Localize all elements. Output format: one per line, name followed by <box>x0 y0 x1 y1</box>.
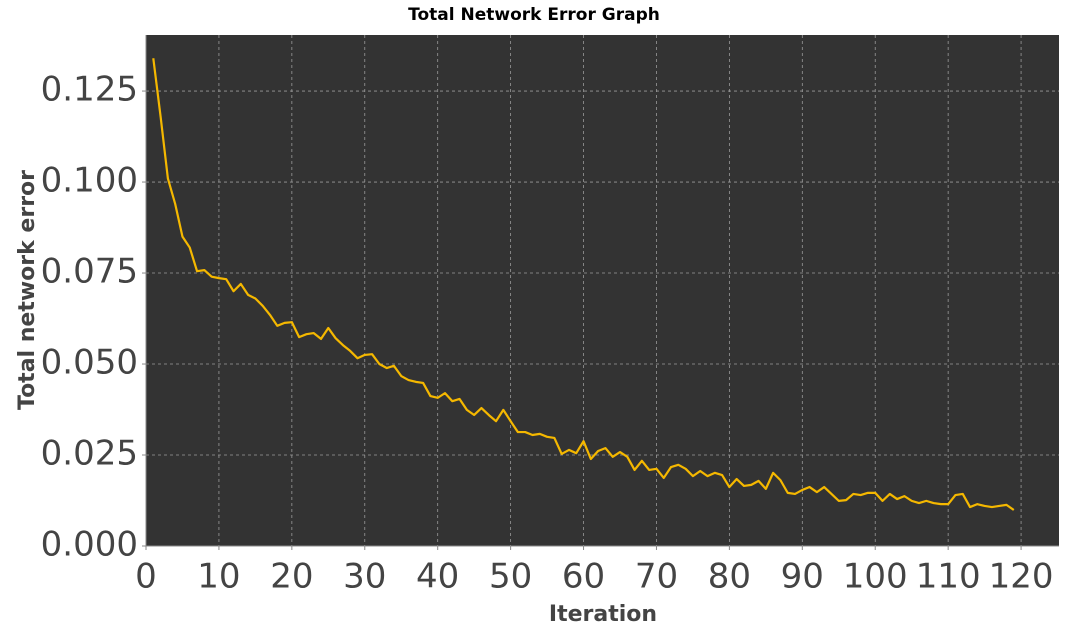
x-tick-label: 20 <box>270 557 313 597</box>
y-tick-label: 0.000 <box>41 525 138 565</box>
x-tick-label: 70 <box>635 557 678 597</box>
y-tick-label: 0.025 <box>41 434 138 474</box>
y-tick-label: 0.100 <box>41 161 138 201</box>
chart-title: Total Network Error Graph <box>408 5 660 25</box>
x-tick-label: 60 <box>562 557 605 597</box>
x-tick-label: 120 <box>989 557 1054 597</box>
x-tick-label: 100 <box>843 557 908 597</box>
x-tick-label: 10 <box>197 557 240 597</box>
x-tick-label: 110 <box>916 557 981 597</box>
x-tick-label: 0 <box>135 557 157 597</box>
y-tick-label: 0.075 <box>41 252 138 292</box>
x-axis-label: Iteration <box>549 602 657 627</box>
x-tick-label: 90 <box>781 557 824 597</box>
x-tick-label: 30 <box>343 557 386 597</box>
y-tick-label: 0.050 <box>41 343 138 383</box>
x-tick-label: 40 <box>416 557 459 597</box>
data-line <box>152 58 1015 511</box>
y-tick-label: 0.125 <box>41 70 138 110</box>
x-tick-label: 50 <box>489 557 532 597</box>
y-axis-label: Total network error <box>15 170 40 410</box>
x-tick-label: 80 <box>708 557 751 597</box>
plot-area <box>146 35 1059 546</box>
